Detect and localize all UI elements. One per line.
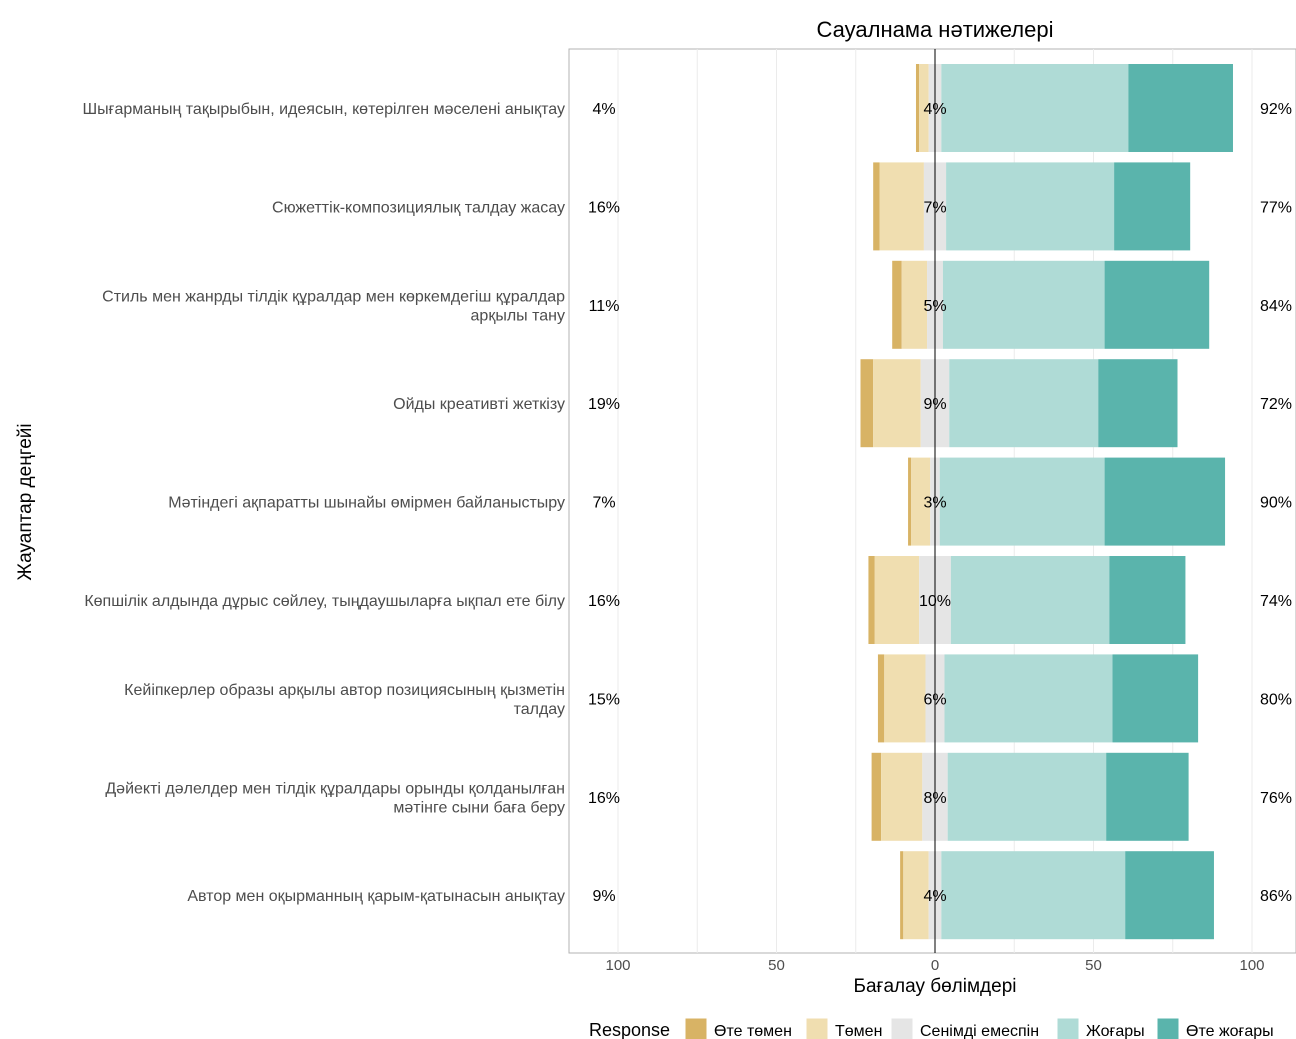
category-label: Көпшілік алдында дұрыс сөйлеу, тыңдаушыл… xyxy=(84,593,565,610)
legend-swatch xyxy=(890,1017,914,1039)
bar-very-high xyxy=(1114,162,1191,251)
bar-very-high xyxy=(1104,457,1226,546)
bar-high xyxy=(950,556,1110,644)
bar-low xyxy=(874,556,920,644)
bar-high xyxy=(942,260,1105,349)
bar-low xyxy=(879,162,924,251)
category-label: Шығарманың тақырыбын, идеясын, көтерілге… xyxy=(82,101,565,118)
right-percent-label: 76% xyxy=(1260,790,1292,807)
bar-very-high xyxy=(1112,654,1199,743)
category-label: Кейіпкерлер образы арқылы автор позицияс… xyxy=(124,682,565,718)
bars-group xyxy=(860,49,1233,953)
bar-very-low xyxy=(900,851,904,940)
x-axis: 100 50 0 50 100 xyxy=(605,957,1264,974)
bar-very-low xyxy=(868,556,875,644)
right-percent-label: 80% xyxy=(1260,691,1292,708)
center-percent-label: 9% xyxy=(923,396,946,413)
left-percent-label: 19% xyxy=(588,396,620,413)
bar-very-low xyxy=(871,752,882,841)
right-percent-label: 92% xyxy=(1260,101,1292,118)
center-percent-label: 5% xyxy=(923,298,946,315)
center-percent-label: 4% xyxy=(923,101,946,118)
x-axis-title: Бағалау бөлімдері xyxy=(853,976,1016,997)
center-percent-label: 4% xyxy=(923,888,946,905)
right-percent-label: 90% xyxy=(1260,495,1292,512)
bar-high xyxy=(946,162,1115,251)
bar-high xyxy=(949,359,1099,448)
bar-very-high xyxy=(1125,851,1214,940)
legend-label: Жоғары xyxy=(1086,1023,1145,1039)
x-tick-label: 0 xyxy=(931,957,939,974)
bar-very-low xyxy=(915,64,920,152)
bar-high xyxy=(939,457,1105,546)
labels-group: Шығарманың тақырыбын, идеясын, көтерілге… xyxy=(82,101,1292,905)
left-percent-label: 9% xyxy=(592,888,615,905)
bar-low xyxy=(911,457,931,546)
left-percent-label: 15% xyxy=(588,691,620,708)
bar-low xyxy=(919,64,929,152)
left-percent-label: 16% xyxy=(588,790,620,807)
bar-very-high xyxy=(1104,260,1210,349)
center-percent-label: 3% xyxy=(923,495,946,512)
category-label: Мәтіндегі ақпаратты шынайы өмірмен байла… xyxy=(168,495,565,512)
bar-very-high xyxy=(1128,64,1233,152)
legend-title: Response xyxy=(589,1020,670,1039)
legend: Response Өте төмен Төмен Сенімді емеспін Жоғ… xyxy=(589,1017,1274,1039)
category-label: Сюжеттік-композициялық талдау жасау xyxy=(272,199,565,216)
x-tick-label: 50 xyxy=(1085,957,1102,974)
legend-swatch xyxy=(805,1017,829,1039)
category-label: Ойды креативті жеткізу xyxy=(393,396,565,413)
right-percent-label: 86% xyxy=(1260,888,1292,905)
bar-very-high xyxy=(1098,359,1178,448)
bar-low xyxy=(884,654,926,743)
category-label: Дәйекті дәлелдер мен тілдік құралдары ор… xyxy=(105,780,565,816)
bar-very-low xyxy=(873,162,880,251)
bar-low xyxy=(873,359,921,448)
left-percent-label: 11% xyxy=(589,298,620,315)
bar-very-high xyxy=(1109,556,1186,644)
category-label: Стиль мен жанрды тілдік құралдар мен көр… xyxy=(102,288,565,324)
bar-high xyxy=(941,851,1126,940)
bar-high xyxy=(944,654,1113,743)
bar-high xyxy=(941,64,1129,152)
left-percent-label: 7% xyxy=(592,495,615,512)
left-percent-label: 4% xyxy=(592,101,615,118)
bar-low xyxy=(881,752,923,841)
legend-swatch xyxy=(1056,1017,1080,1039)
legend-label: Сенімді емеспін xyxy=(920,1023,1039,1039)
chart-title: Сауалнама нәтижелері xyxy=(817,17,1054,42)
legend-label: Өте төмен xyxy=(714,1023,792,1039)
center-percent-label: 10% xyxy=(919,593,951,610)
y-axis-title: Жауаптар деңгейі xyxy=(15,423,36,580)
bar-low xyxy=(901,260,928,349)
right-percent-label: 74% xyxy=(1260,593,1292,610)
legend-swatch xyxy=(1156,1017,1180,1039)
center-percent-label: 6% xyxy=(923,691,946,708)
bar-very-low xyxy=(908,457,912,546)
bar-very-high xyxy=(1106,752,1189,841)
bar-very-low xyxy=(860,359,874,448)
legend-label: Өте жоғары xyxy=(1186,1023,1274,1039)
bar-very-low xyxy=(877,654,885,743)
bar-low xyxy=(903,851,929,940)
x-tick-label: 50 xyxy=(768,957,785,974)
x-tick-label: 100 xyxy=(1239,957,1264,974)
right-percent-label: 77% xyxy=(1260,199,1292,216)
category-label: Автор мен оқырманның қарым-қатынасын аны… xyxy=(187,888,565,905)
bar-high xyxy=(947,752,1107,841)
legend-swatch xyxy=(684,1017,708,1039)
center-percent-label: 8% xyxy=(923,790,946,807)
right-percent-label: 72% xyxy=(1260,396,1292,413)
left-percent-label: 16% xyxy=(588,593,620,610)
center-percent-label: 7% xyxy=(923,199,946,216)
panel-border xyxy=(568,48,1296,954)
left-percent-label: 16% xyxy=(588,199,620,216)
right-percent-label: 84% xyxy=(1260,298,1292,315)
legend-label: Төмен xyxy=(835,1023,882,1039)
x-tick-label: 100 xyxy=(605,957,630,974)
bar-very-low xyxy=(892,260,902,349)
